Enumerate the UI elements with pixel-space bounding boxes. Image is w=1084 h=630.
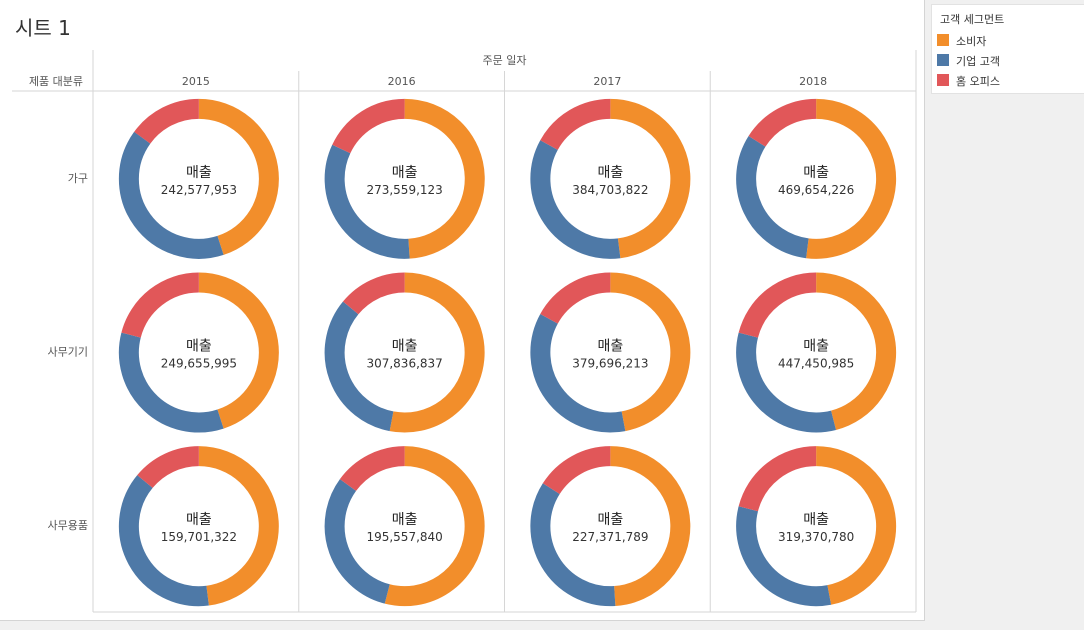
donut-slice-home-office-2018-3: [738, 446, 817, 512]
legend-label-corporate: 기업 고객: [956, 55, 1000, 68]
legend-swatch-consumer: [937, 34, 949, 46]
legend-title: 고객 세그먼트: [940, 13, 1005, 26]
column-header-2015: 2015: [182, 75, 210, 88]
donut-measure-label: 매출: [186, 512, 212, 528]
donut-total-2016-2: 307,836,837: [366, 357, 442, 371]
donut-measure-label: 매출: [597, 339, 623, 355]
donut-slice-home-office-2018-2: [738, 272, 817, 338]
donut-slice-corporate-2015-2: [118, 332, 224, 433]
donut-slice-home-office-2016-3: [339, 446, 406, 492]
column-header-2017: 2017: [593, 75, 621, 88]
donut-slice-corporate-2018-3: [736, 506, 832, 607]
legend-label-home-office: 홈 오피스: [956, 75, 1000, 88]
donut-slice-consumer-2017-3: [610, 446, 691, 607]
donut-slice-consumer-2016-3: [384, 446, 485, 607]
donut-slice-corporate-2017-2: [530, 313, 626, 433]
column-header-2018: 2018: [799, 75, 827, 88]
donut-slice-consumer-2015-2: [198, 272, 279, 429]
donut-total-2015-3: 159,701,322: [161, 530, 237, 544]
donut-total-2017-1: 384,703,822: [572, 183, 648, 197]
donut-slice-home-office-2017-3: [542, 446, 611, 495]
donut-slice-corporate-2017-3: [530, 483, 616, 607]
donut-measure-label: 매출: [392, 165, 418, 181]
donut-total-2015-1: 242,577,953: [161, 183, 237, 197]
donut-slice-home-office-2017-1: [540, 98, 611, 151]
donut-measure-label: 매출: [597, 165, 623, 181]
donut-total-2016-1: 273,559,123: [366, 183, 442, 197]
donut-measure-label: 매출: [597, 512, 623, 528]
color-legend[interactable]: 고객 세그먼트 소비자 기업 고객 홈 오피스: [931, 4, 1084, 94]
row-header-3: 사무용품: [48, 519, 88, 532]
donut-slice-consumer-2017-2: [610, 272, 691, 432]
donut-total-2018-1: 469,654,226: [778, 183, 854, 197]
legend-swatch-corporate: [937, 54, 949, 66]
donut-slice-consumer-2015-3: [198, 446, 279, 606]
donut-total-2017-2: 379,696,213: [572, 357, 648, 371]
donut-measure-label: 매출: [392, 339, 418, 355]
donut-slice-consumer-2018-3: [815, 446, 897, 605]
legend-swatch-home-office: [937, 74, 949, 86]
donut-slice-consumer-2015-1: [198, 98, 279, 255]
donut-slice-consumer-2016-1: [404, 98, 485, 259]
donut-measure-label: 매출: [392, 512, 418, 528]
sheet-title: 시트 1: [15, 16, 71, 40]
donut-total-2018-2: 447,450,985: [778, 357, 854, 371]
donut-slice-home-office-2016-2: [342, 272, 406, 315]
column-field-label: 주문 일자: [483, 53, 527, 67]
donut-slice-corporate-2016-3: [324, 479, 391, 604]
donut-measure-label: 매출: [186, 165, 212, 181]
donut-slice-corporate-2015-1: [118, 131, 224, 259]
donut-slice-corporate-2016-2: [324, 301, 394, 432]
row-field-label: 제품 대분류: [29, 75, 83, 88]
legend-label-consumer: 소비자: [956, 35, 987, 48]
donut-measure-label: 매출: [803, 339, 829, 355]
donut-slice-corporate-2016-1: [324, 144, 410, 259]
donut-slice-home-office-2016-1: [332, 98, 406, 154]
donut-slice-consumer-2016-2: [389, 272, 485, 433]
donut-slice-home-office-2015-2: [121, 272, 200, 338]
donut-measure-label: 매출: [803, 512, 829, 528]
donut-slice-corporate-2017-1: [530, 140, 621, 259]
donut-measure-label: 매출: [186, 339, 212, 355]
donut-slice-consumer-2018-1: [806, 98, 897, 259]
donut-slice-corporate-2015-3: [118, 475, 209, 607]
donut-slice-home-office-2015-1: [134, 98, 200, 144]
donut-total-2016-3: 195,557,840: [366, 530, 442, 544]
donut-slice-corporate-2018-2: [736, 332, 837, 433]
row-header-1: 가구: [68, 172, 88, 185]
donut-slice-consumer-2017-1: [610, 98, 691, 259]
donut-slice-corporate-2018-1: [736, 135, 809, 259]
donut-slice-home-office-2017-2: [540, 272, 611, 324]
donut-total-2015-2: 249,655,995: [161, 357, 237, 371]
donut-total-2018-3: 319,370,780: [778, 530, 854, 544]
donut-slice-home-office-2018-1: [748, 98, 817, 148]
column-header-2016: 2016: [388, 75, 416, 88]
donut-slice-home-office-2015-3: [137, 446, 200, 489]
donut-measure-label: 매출: [803, 165, 829, 181]
donut-total-2017-3: 227,371,789: [572, 530, 648, 544]
donut-slice-consumer-2018-2: [815, 272, 897, 430]
row-header-2: 사무기기: [48, 346, 88, 359]
